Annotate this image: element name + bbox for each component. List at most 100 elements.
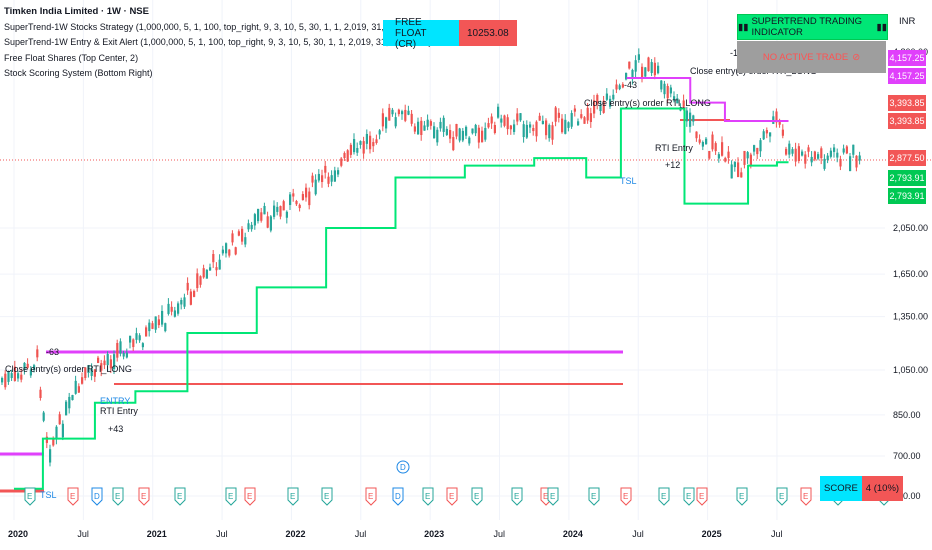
candle-body [481, 130, 484, 143]
entry-annotation: ENTRY [100, 396, 130, 406]
candle-body [842, 148, 845, 153]
candle-body [221, 249, 224, 254]
price-tag: 4,157.25 [888, 68, 926, 84]
candle-body [829, 150, 832, 157]
candle-body [209, 267, 212, 271]
candle-body [618, 85, 621, 90]
legend-scoring[interactable]: Stock Scoring System (Bottom Right) [4, 68, 153, 78]
candle-body [660, 80, 663, 90]
candle-body [157, 319, 160, 326]
candle-body [343, 153, 346, 159]
candle-body [493, 124, 496, 133]
candle-body [218, 259, 221, 270]
candle-body [109, 359, 112, 369]
candle-body [765, 130, 768, 134]
candle-body [589, 113, 592, 123]
candle-body [605, 93, 608, 100]
candle-body [417, 121, 420, 135]
price-scale-label: 700.00 [893, 451, 921, 461]
candle-body [177, 303, 180, 314]
price-tag: 3,393.85 [888, 95, 926, 111]
earnings-marker [683, 487, 695, 506]
currency-label[interactable]: INR [899, 16, 916, 27]
earnings-marker [225, 487, 237, 506]
candle-body [327, 176, 330, 184]
candle-body [103, 360, 106, 366]
candle-body [669, 87, 672, 94]
candle-body [609, 98, 612, 107]
candle-body [673, 96, 676, 101]
candle-body [10, 373, 13, 379]
candle-body [733, 161, 736, 168]
candle-body [308, 191, 311, 206]
dividend-marker [91, 487, 103, 506]
candle-body [23, 362, 26, 370]
candle-body [13, 366, 16, 381]
legend-alert[interactable]: SuperTrend-1W Entry & Exit Alert (1,000,… [4, 37, 432, 47]
candle-body [711, 134, 714, 150]
candle-body [573, 108, 576, 112]
candle-body [436, 129, 439, 143]
candle-body [100, 363, 103, 371]
trade-pnl-annotation: -43 [624, 80, 637, 90]
candle-body [87, 365, 90, 373]
candle-body [839, 158, 842, 167]
candle-body [29, 369, 32, 376]
earnings-marker-label: E [699, 492, 704, 501]
dividend-marker-label: D [395, 492, 401, 501]
candle-body [391, 109, 394, 115]
earnings-marker [112, 487, 124, 506]
candle-body [413, 126, 416, 132]
candle-body [580, 114, 583, 118]
candle-body [503, 115, 506, 126]
candle-body [282, 201, 285, 211]
earnings-marker-label: E [591, 492, 596, 501]
price-tag: 2,793.91 [888, 170, 926, 186]
candle-body [397, 109, 400, 115]
candle-body [39, 389, 42, 398]
candle-body [228, 249, 231, 256]
candle-body [701, 141, 704, 147]
candle-body [500, 118, 503, 123]
trade-pnl-annotation: +43 [108, 424, 123, 434]
candle-body [381, 113, 384, 127]
candle-body [746, 152, 749, 159]
candle-body [193, 290, 196, 297]
candle-body [295, 201, 298, 205]
earnings-marker [620, 487, 632, 506]
entry-order-annotation: RTI Entry [655, 143, 693, 153]
symbol-title[interactable]: Timken India Limited · 1W · NSE [4, 6, 149, 17]
candle-body [138, 335, 141, 341]
candle-body [125, 352, 128, 358]
candle-body [497, 106, 500, 118]
candle-body [317, 173, 320, 181]
candle-body [129, 335, 132, 343]
candle-body [561, 118, 564, 133]
candle-body [461, 130, 464, 141]
candle-body [692, 115, 695, 122]
earnings-marker-label: E [623, 492, 628, 501]
candle-body [273, 205, 276, 217]
candle-body [785, 148, 788, 155]
candle-body [570, 113, 573, 127]
candle-body [68, 396, 71, 409]
candle-body [263, 205, 266, 215]
candle-body [685, 110, 688, 122]
bar-chart-icon: ▮▮ [876, 21, 887, 33]
earnings-marker-label: E [177, 492, 182, 501]
candle-body [769, 132, 772, 137]
candle-body [753, 145, 756, 152]
candle-body [532, 128, 535, 132]
candle-body [545, 120, 548, 136]
candle-body [250, 224, 253, 230]
legend-strategy[interactable]: SuperTrend-1W Stocks Strategy (1,000,000… [4, 21, 427, 32]
candle-body [237, 231, 240, 236]
legend-free-float[interactable]: Free Float Shares (Top Center, 2) [4, 52, 139, 63]
earnings-marker [696, 487, 708, 506]
candle-body [260, 212, 263, 221]
earnings-marker-label: E [661, 492, 666, 501]
entry-order-annotation: RTI Entry [100, 406, 138, 416]
candle-body [420, 120, 423, 135]
earnings-marker-label: E [474, 492, 479, 501]
